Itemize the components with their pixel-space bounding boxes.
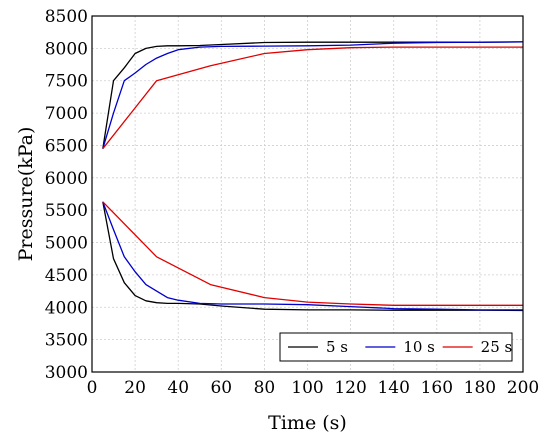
series-line (102, 201, 523, 311)
series-line (102, 201, 523, 306)
series-lines (102, 41, 524, 312)
plot-frame (91, 15, 524, 373)
x-tick-label: 0 (87, 378, 98, 398)
x-tick-label: 120 (334, 378, 366, 398)
x-tick-label: 180 (464, 378, 496, 398)
y-tick-label: 7500 (45, 72, 88, 92)
series-line (102, 201, 524, 312)
y-axis-label: Pressure(kPa) (15, 127, 37, 262)
series-line (102, 46, 523, 150)
legend-label: 10 s (403, 338, 435, 356)
series-line (102, 41, 524, 149)
x-tick-label: 200 (507, 378, 539, 398)
grid-lines (92, 16, 523, 372)
x-tick-label: 60 (210, 378, 232, 398)
legend: 5 s 10 s 25 s (279, 332, 513, 362)
y-tick-label: 7000 (45, 104, 88, 124)
series-line (102, 41, 524, 149)
x-tick-label: 80 (254, 378, 276, 398)
y-tick-label: 6500 (45, 136, 88, 156)
y-tick-label: 4500 (45, 266, 88, 286)
y-tick-label: 8500 (45, 7, 88, 27)
legend-box (279, 332, 513, 362)
y-tick-label: 6000 (45, 169, 88, 189)
x-tick-label: 100 (291, 378, 323, 398)
x-tick-label: 20 (124, 378, 146, 398)
x-tick-label: 160 (421, 378, 453, 398)
y-tick-label: 4000 (45, 298, 88, 318)
x-tick-label: 140 (377, 378, 409, 398)
y-tick-label: 3000 (45, 363, 88, 383)
tick-labels: 0 20 40 60 80 100 120 140 160 180 200 3000 3500 4000 4… (45, 7, 539, 398)
y-tick-label: 8000 (45, 39, 88, 59)
legend-label: 5 s (326, 338, 348, 356)
y-tick-label: 5500 (45, 201, 88, 221)
y-tick-label: 5000 (45, 234, 88, 254)
legend-label: 25 s (481, 338, 513, 356)
x-axis-label: Time (s) (268, 412, 347, 434)
y-tick-label: 3500 (45, 331, 88, 351)
x-tick-label: 40 (167, 378, 189, 398)
